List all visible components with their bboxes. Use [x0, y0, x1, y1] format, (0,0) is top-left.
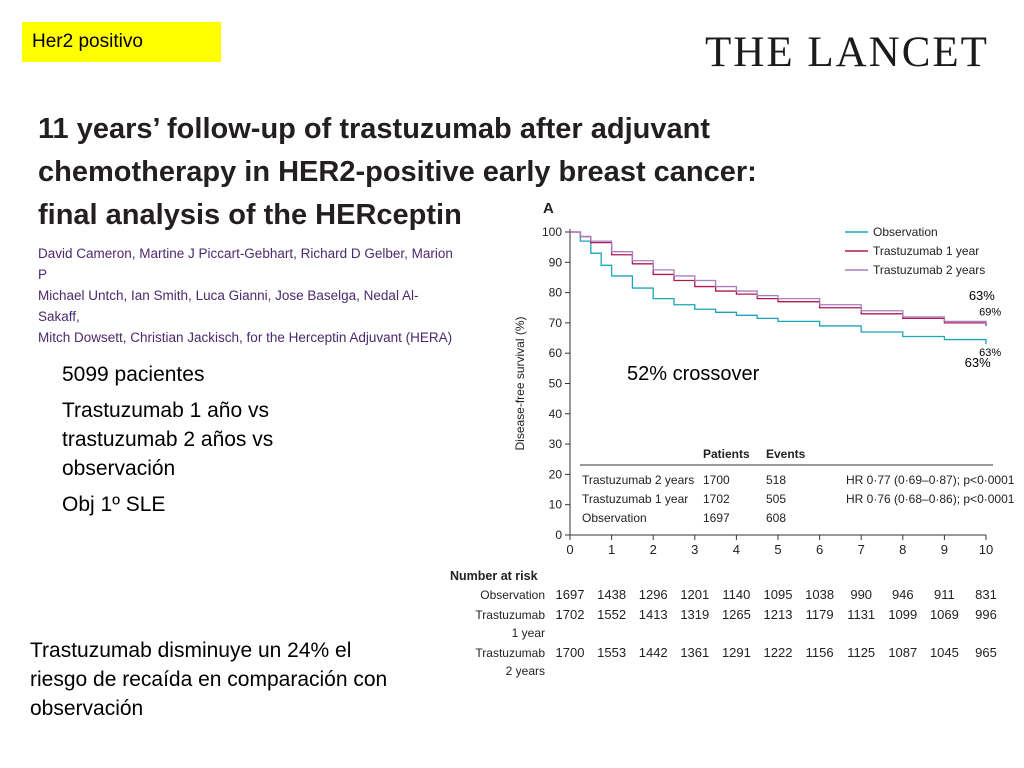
- number-at-risk-heading: Number at risk: [450, 569, 538, 583]
- dfs-chart: A 0 10 20 30 40 50 60 70 80 90 100 0 1 2 3 4 5 6 7 8 9 10 Disea…: [450, 200, 1015, 678]
- x-tick-label: 4: [733, 542, 740, 557]
- summary-header: Events: [766, 447, 806, 461]
- summary-cell: 1702: [703, 492, 730, 506]
- panel-label: A: [543, 200, 554, 217]
- x-tick-label: 3: [691, 542, 698, 557]
- x-tick-label: 5: [774, 542, 781, 557]
- x-tick-label: 1: [608, 542, 615, 557]
- author-line: Michael Untch, Ian Smith, Luca Gianni, J…: [38, 288, 419, 324]
- risk-value: 1038: [805, 587, 834, 602]
- legend-label: Trastuzumab 2 years: [873, 263, 985, 277]
- fact-arms: Trastuzumab 1 año vs trastuzumab 2 años …: [62, 399, 274, 480]
- summary-cell: 608: [766, 511, 786, 525]
- curve-percent-label: 69%: [979, 306, 1001, 318]
- risk-value: 1361: [680, 645, 709, 660]
- x-tick-label: 9: [941, 542, 948, 557]
- author-list: David Cameron, Martine J Piccart-Gebhart…: [38, 243, 458, 348]
- y-tick-label: 90: [549, 255, 563, 269]
- curve-percent-label: 63%: [969, 288, 995, 303]
- risk-value: 965: [975, 645, 997, 660]
- author-line: David Cameron, Martine J Piccart-Gebhart…: [38, 246, 453, 282]
- risk-row-label: Trastuzumab: [475, 646, 545, 660]
- risk-value: 1222: [764, 645, 793, 660]
- risk-value: 1413: [639, 607, 668, 622]
- risk-value: 1442: [639, 645, 668, 660]
- y-tick-label: 0: [555, 528, 562, 542]
- curve-percent-label: 63%: [965, 355, 991, 370]
- fact-patients: 5099 pacientes: [62, 363, 205, 386]
- x-tick-label: 0: [566, 542, 573, 557]
- risk-value: 1700: [556, 645, 585, 660]
- risk-value: 1552: [597, 607, 626, 622]
- risk-value: 1087: [888, 645, 917, 660]
- x-tick-label: 6: [816, 542, 823, 557]
- risk-value: 911: [934, 587, 955, 602]
- x-tick-label: 2: [650, 542, 657, 557]
- summary-cell: HR 0·77 (0·69–0·87); p<0·0001: [846, 473, 1015, 487]
- risk-value: 1131: [847, 607, 875, 622]
- risk-value: 1438: [597, 587, 626, 602]
- legend-label: Observation: [873, 225, 938, 239]
- curve-percent-label: 63%: [979, 347, 1001, 359]
- risk-value: 996: [975, 607, 997, 622]
- y-tick-label: 60: [549, 346, 563, 360]
- conclusion-text: Trastuzumab disminuye un 24% el riesgo d…: [30, 639, 388, 720]
- article-title: 11 years’ follow-up of trastuzumab after…: [38, 113, 757, 231]
- risk-value: 1069: [930, 607, 959, 622]
- risk-value: 1201: [680, 587, 709, 602]
- section-badge: Her2 positivo: [22, 22, 221, 62]
- summary-cell: 505: [766, 492, 786, 506]
- y-tick-label: 30: [549, 437, 563, 451]
- summary-cell: Trastuzumab 1 year: [582, 492, 688, 506]
- study-facts: 5099 pacientes Trastuzumab 1 año vs tras…: [62, 360, 362, 526]
- y-tick-label: 80: [549, 286, 563, 300]
- summary-cell: HR 0·76 (0·68–0·86); p<0·0001: [846, 492, 1015, 506]
- author-line: Mitch Dowsett, Christian Jackisch, for t…: [38, 330, 453, 345]
- summary-cell: 1700: [703, 473, 730, 487]
- crossover-note: 52% crossover: [627, 363, 760, 385]
- risk-value: 990: [850, 587, 872, 602]
- risk-value: 1156: [806, 645, 834, 660]
- risk-value: 1095: [764, 587, 793, 602]
- risk-row-label: 1 year: [512, 626, 545, 640]
- summary-cell: Trastuzumab 2 years: [582, 473, 694, 487]
- risk-value: 1319: [680, 607, 709, 622]
- risk-value: 1697: [556, 587, 585, 602]
- risk-value: 1702: [556, 607, 585, 622]
- legend-label: Trastuzumab 1 year: [873, 244, 979, 258]
- risk-value: 1099: [888, 607, 917, 622]
- risk-value: 831: [975, 587, 997, 602]
- y-tick-label: 20: [549, 467, 563, 481]
- y-axis-label: Disease-free survival (%): [513, 316, 527, 450]
- risk-value: 1179: [806, 607, 834, 622]
- x-tick-label: 7: [858, 542, 865, 557]
- risk-value: 1140: [722, 587, 750, 602]
- journal-logo: THE LANCET: [705, 29, 989, 76]
- risk-value: 1296: [639, 587, 668, 602]
- risk-row-label: 2 years: [506, 664, 545, 678]
- summary-cell: 1697: [703, 511, 730, 525]
- y-tick-label: 100: [542, 225, 562, 239]
- series-line-1: [570, 231, 987, 345]
- summary-cell: 518: [766, 473, 786, 487]
- y-tick-label: 70: [549, 316, 563, 330]
- summary-header: Patients: [703, 447, 750, 461]
- risk-value: 1553: [597, 645, 626, 660]
- x-tick-label: 10: [979, 542, 993, 557]
- risk-row-label: Observation: [480, 588, 545, 602]
- risk-value: 1045: [930, 645, 959, 660]
- risk-row-label: Trastuzumab: [475, 608, 545, 622]
- y-tick-label: 50: [549, 377, 563, 391]
- y-tick-label: 10: [549, 498, 563, 512]
- x-tick-label: 8: [899, 542, 906, 557]
- summary-cell: Observation: [582, 511, 647, 525]
- risk-value: 1125: [847, 645, 875, 660]
- series-line-3: [570, 231, 987, 325]
- risk-value: 946: [892, 587, 914, 602]
- risk-value: 1291: [722, 645, 751, 660]
- risk-value: 1265: [722, 607, 751, 622]
- fact-endpoint: Obj 1º SLE: [62, 493, 166, 516]
- y-tick-label: 40: [549, 407, 563, 421]
- risk-value: 1213: [764, 607, 793, 622]
